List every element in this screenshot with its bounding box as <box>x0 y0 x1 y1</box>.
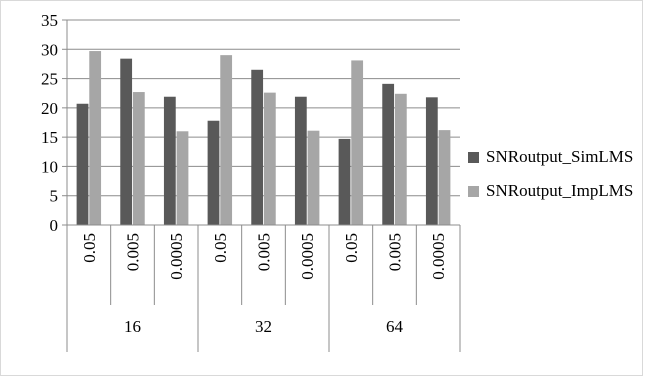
x-tick-label: 0.05 <box>80 233 99 263</box>
x-tick-label: 0.05 <box>342 233 361 263</box>
legend: SNRoutput_SimLMS SNRoutput_ImpLMS <box>468 145 644 213</box>
y-tick-label: 15 <box>41 128 58 147</box>
bars <box>76 51 451 226</box>
bar-imp <box>263 92 276 225</box>
group-label: 64 <box>386 317 404 336</box>
bar-sim <box>207 120 220 225</box>
bar-imp <box>394 93 407 225</box>
bar-imp <box>220 55 233 226</box>
bar-imp <box>307 130 320 225</box>
x-tick-label: 0.005 <box>386 233 405 271</box>
y-tick-label: 5 <box>50 187 59 206</box>
bar-sim <box>382 83 395 225</box>
bar-sim <box>425 97 438 225</box>
bar-imp <box>176 131 189 225</box>
bar-sim <box>120 58 133 226</box>
legend-swatch-sim <box>468 152 479 163</box>
axes <box>62 19 461 352</box>
y-tick-label: 10 <box>41 157 58 176</box>
tick-labels: 0 5 10 15 20 25 30 35 0.05 0.005 0.0005 0.05 0.005 0.… <box>41 11 448 336</box>
bar-sim <box>338 138 351 225</box>
y-tick-label: 0 <box>50 216 59 235</box>
y-tick-label: 35 <box>41 11 58 30</box>
x-tick-label: 0.05 <box>211 233 230 263</box>
bar-sim <box>76 103 89 225</box>
y-tick-label: 25 <box>41 70 58 89</box>
group-label: 32 <box>255 317 272 336</box>
group-label: 16 <box>124 317 141 336</box>
x-tick-label: 0.005 <box>255 233 274 271</box>
y-tick-label: 20 <box>41 99 58 118</box>
bar-sim <box>294 96 307 225</box>
gridlines <box>67 19 460 197</box>
bar-imp <box>132 92 145 226</box>
x-tick-label: 0.0005 <box>298 233 317 280</box>
legend-item-imp: SNRoutput_ImpLMS <box>468 179 644 203</box>
bar-sim <box>163 96 176 225</box>
x-tick-label: 0.005 <box>124 233 143 271</box>
y-tick-label: 30 <box>41 40 58 59</box>
x-tick-label: 0.0005 <box>167 233 186 280</box>
x-tick-label: 0.0005 <box>429 233 448 280</box>
bar-imp <box>89 51 102 225</box>
bar-sim <box>251 69 264 226</box>
bar-imp <box>438 130 451 225</box>
bar-imp <box>351 60 364 225</box>
legend-label-imp: SNRoutput_ImpLMS <box>486 181 634 200</box>
legend-item-sim: SNRoutput_SimLMS <box>468 145 644 169</box>
legend-label-sim: SNRoutput_SimLMS <box>486 147 634 166</box>
legend-swatch-imp <box>468 186 479 197</box>
